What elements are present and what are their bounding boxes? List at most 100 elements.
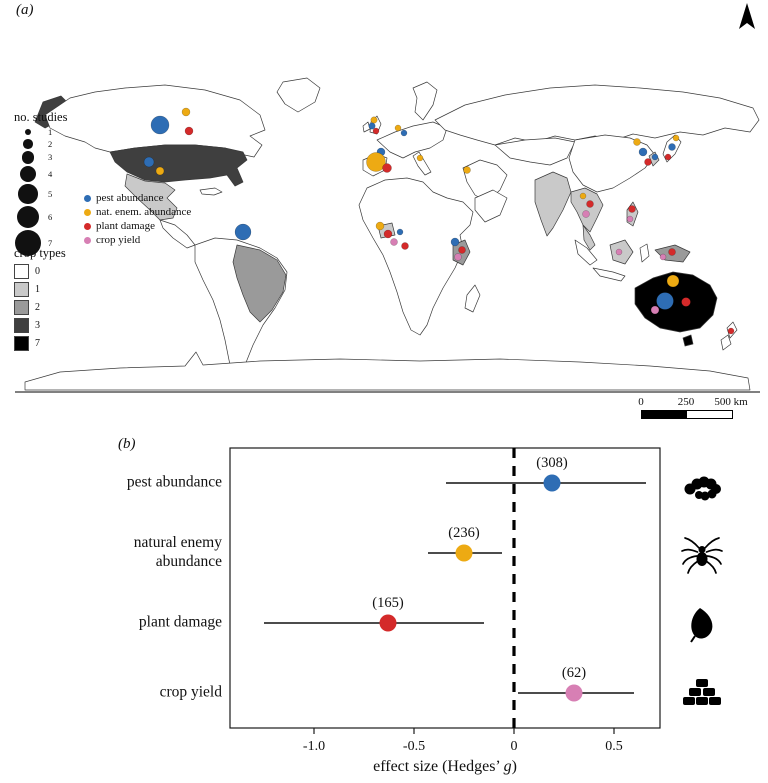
crop-type-label: 7 xyxy=(35,338,40,349)
studies-legend-row: 7 xyxy=(14,230,67,257)
studies-size-label: 4 xyxy=(48,168,53,179)
country-india xyxy=(534,171,572,237)
crop-type-label: 2 xyxy=(35,302,40,313)
island-sumatra xyxy=(574,239,598,266)
study-marker-yield xyxy=(390,238,398,246)
region-russia xyxy=(434,84,760,146)
study-marker-pest xyxy=(368,122,376,130)
leaf-icon xyxy=(690,607,714,643)
x-tick-label: -0.5 xyxy=(403,739,425,754)
studies-circle-cell xyxy=(14,139,42,149)
studies-legend-rows: 1 2 3 4 5 6 7 xyxy=(14,127,67,257)
effect-size-chart: -1.0 -0.5 0 0.5 effect size (Hedges’ g) (308)… xyxy=(127,447,723,775)
studies-size-circle xyxy=(23,139,33,149)
study-marker-damage xyxy=(628,205,636,213)
country-china xyxy=(568,134,656,193)
n-studies-label-damage: (165) xyxy=(372,595,404,611)
damage-dot-icon xyxy=(84,222,91,230)
panel-a-map: (a) xyxy=(14,2,760,419)
crop-legend-rows: 0 1 2 3 7 xyxy=(14,264,66,351)
studies-legend-row: 2 xyxy=(14,139,67,149)
studies-size-circle xyxy=(24,128,32,136)
crop-type-swatch xyxy=(14,282,29,297)
scalebar-labels: 0 250 500 km xyxy=(638,396,747,410)
crop-types-legend: crop types 0 1 2 3 7 xyxy=(14,246,66,354)
studies-legend-row: 1 xyxy=(14,127,67,137)
study-marker-pest xyxy=(656,292,674,310)
country-cuba xyxy=(199,187,223,196)
row-label-pest: pest abundance xyxy=(127,474,222,491)
scalebar-label-0: 0 xyxy=(638,396,644,408)
scalebar-bar xyxy=(641,410,733,419)
study-marker-damage xyxy=(681,297,691,307)
caterpillar-icon xyxy=(684,476,721,501)
country-brazil xyxy=(232,244,287,323)
study-marker-yield xyxy=(626,215,634,223)
studies-legend-title: no. studies xyxy=(14,110,68,124)
study-markers xyxy=(143,107,735,335)
study-marker-enemy xyxy=(394,124,402,132)
island-java xyxy=(592,267,626,282)
studies-size-label: 3 xyxy=(48,152,53,163)
spider-icon xyxy=(681,537,723,574)
crop-legend-row: 7 xyxy=(14,336,66,351)
study-marker-damage xyxy=(184,126,194,136)
study-marker-damage xyxy=(664,153,672,161)
category-label: nat. enem. abundance xyxy=(96,206,192,218)
study-marker-pest xyxy=(450,237,460,247)
country-australia xyxy=(634,271,718,333)
study-marker-yield xyxy=(615,248,623,256)
scalebar-label-250: 250 xyxy=(677,396,695,408)
crop-legend-row: 1 xyxy=(14,282,66,297)
study-marker-damage xyxy=(383,229,393,239)
crop-type-swatch xyxy=(14,300,29,315)
chart-content: -1.0 -0.5 0 0.5 effect size (Hedges’ g) (308)… xyxy=(127,447,723,775)
studies-circle-cell xyxy=(14,165,42,183)
studies-legend-row: 4 xyxy=(14,165,67,183)
crop-legend-row: 2 xyxy=(14,300,66,315)
study-marker-damage xyxy=(382,163,392,173)
region-central-europe xyxy=(376,121,448,159)
world-map xyxy=(15,77,760,393)
studies-size-circle xyxy=(18,184,38,204)
scalebar-segment-black xyxy=(642,411,687,418)
study-marker-yield xyxy=(659,253,667,261)
studies-legend: no. studies 1 2 3 4 5 6 7 xyxy=(14,110,67,258)
study-marker-pest xyxy=(150,115,170,135)
pest-dot-icon xyxy=(84,194,91,202)
category-label: crop yield xyxy=(96,234,141,246)
category-label: pest abundance xyxy=(96,192,164,204)
panel-a-label: (a) xyxy=(16,2,34,18)
studies-legend-row: 3 xyxy=(14,151,67,164)
crop-legend-row: 3 xyxy=(14,318,66,333)
study-marker-pest xyxy=(651,153,659,161)
study-marker-enemy xyxy=(579,192,587,200)
country-greenland xyxy=(276,77,321,113)
x-tick-label: 0 xyxy=(511,739,518,754)
region-scandinavia xyxy=(412,81,438,121)
north-arrow-icon xyxy=(739,3,755,29)
category-legend-row: plant damage xyxy=(84,220,191,232)
continent-africa xyxy=(358,177,474,336)
studies-size-label: 1 xyxy=(48,127,53,137)
study-marker-enemy xyxy=(463,166,471,174)
study-marker-enemy xyxy=(672,134,680,142)
studies-legend-row: 6 xyxy=(14,205,67,229)
n-studies-label-enemy: (236) xyxy=(448,525,480,541)
studies-size-label: 6 xyxy=(48,211,53,222)
crop-type-swatch xyxy=(14,336,29,351)
crop-type-label: 1 xyxy=(35,284,40,295)
effect-point-enemy xyxy=(455,544,473,562)
row-label-enemy: abundance xyxy=(156,553,222,570)
x-tick-label: 0.5 xyxy=(605,739,623,754)
scalebar: 0 250 500 km xyxy=(638,396,748,419)
studies-size-label: 7 xyxy=(48,238,53,249)
category-legend-row: pest abundance xyxy=(84,192,191,204)
category-legend-row: crop yield xyxy=(84,234,191,246)
study-marker-yield xyxy=(582,210,590,218)
n-studies-label-pest: (308) xyxy=(536,455,568,471)
category-legend: pest abundance nat. enem. abundance plant … xyxy=(84,190,191,248)
island-tasmania xyxy=(682,334,694,347)
studies-circle-cell xyxy=(14,230,42,257)
